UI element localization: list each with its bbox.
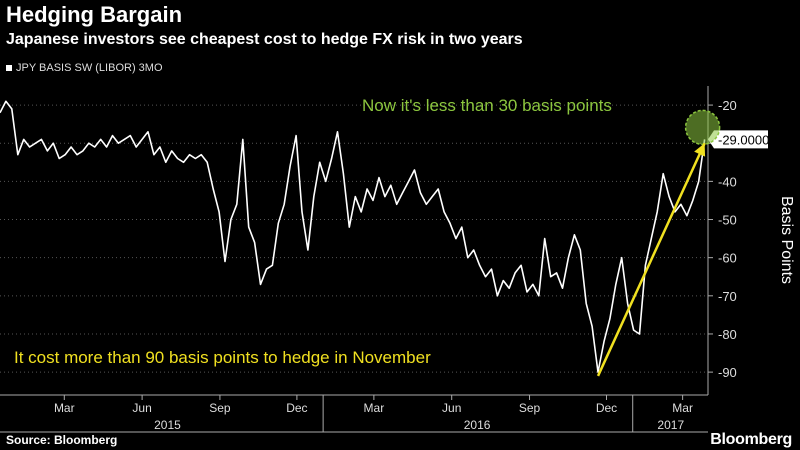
annotation-arrow-line [596, 142, 706, 377]
y-tick-label: -20 [718, 98, 737, 113]
last-value-label: -29.0000 [718, 132, 769, 147]
series-line [0, 100, 706, 373]
chart-title: Hedging Bargain [6, 2, 183, 27]
legend-swatch [6, 65, 12, 71]
x-tick-label: Mar [672, 401, 693, 415]
y-tick-label: -50 [718, 213, 737, 228]
year-label: 2016 [464, 418, 491, 432]
series-layer: -29.0000 [0, 100, 769, 373]
source-note: Source: Bloomberg [6, 433, 118, 447]
x-tick-label: Dec [596, 401, 617, 415]
grid-layer [0, 104, 708, 373]
legend: JPY BASIS SW (LIBOR) 3MO [6, 62, 163, 74]
annotation-now: Now it's less than 30 basis points [362, 96, 612, 115]
bloomberg-logo: Bloomberg [710, 431, 792, 448]
highlight-circle [684, 109, 721, 146]
year-label: 2015 [154, 418, 181, 432]
x-tick-label: Sep [519, 401, 541, 415]
y-tick-label: -70 [718, 289, 737, 304]
y-tick-label: -80 [718, 327, 737, 342]
x-tick-label: Dec [286, 401, 307, 415]
x-tick-label: Jun [132, 401, 151, 415]
y-tick-label: -90 [718, 365, 737, 380]
annotation-layer: Now it's less than 30 basis points It cos… [14, 96, 721, 377]
x-tick-label: Jun [442, 401, 461, 415]
x-tick-label: Mar [54, 401, 75, 415]
x-tick-label: Mar [364, 401, 385, 415]
annotation-arrow-head [694, 143, 706, 157]
y-axis-label: Basis Points [778, 196, 795, 284]
last-value-box [708, 130, 768, 149]
last-value-badge: -29.0000 [708, 130, 769, 149]
x-tick-label: Sep [209, 401, 231, 415]
chart-subtitle: Japanese investors see cheapest cost to … [6, 31, 523, 48]
annotation-november: It cost more than 90 basis points to hed… [14, 348, 431, 367]
year-label: 2017 [657, 418, 684, 432]
legend-label: JPY BASIS SW (LIBOR) 3MO [16, 62, 163, 74]
y-tick-label: -40 [718, 174, 737, 189]
y-tick-label: -60 [718, 251, 737, 266]
